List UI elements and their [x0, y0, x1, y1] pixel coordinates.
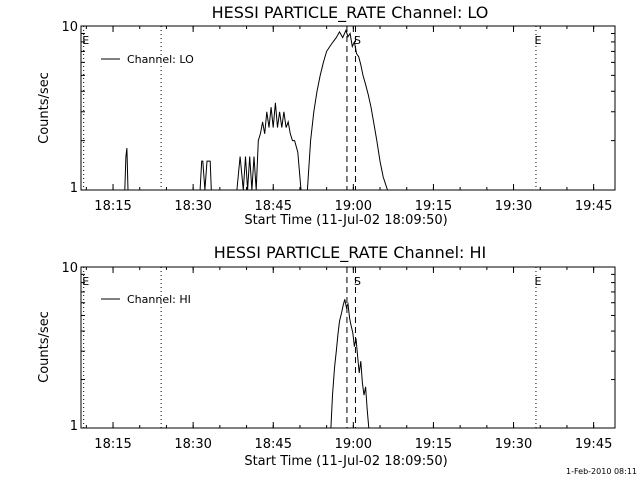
- x-tick-label: 19:45: [575, 199, 612, 214]
- x-tick-label: 19:00: [335, 199, 372, 214]
- x-tick-label: 18:15: [94, 437, 131, 452]
- legend-lo: Channel: LO: [101, 53, 194, 66]
- y-axis-label-lo: Counts/sec: [37, 72, 52, 144]
- y-axis-label-hi: Counts/sec: [37, 311, 52, 383]
- marker-label: S: [354, 275, 361, 288]
- marker-label: E: [534, 275, 541, 288]
- x-tick-label: 19:45: [575, 437, 612, 452]
- x-tick-label: 19:15: [415, 437, 452, 452]
- panel-lo: HESSI PARTICLE_RATE Channel: LO 10 1 Cou…: [37, 3, 616, 228]
- plot-frame-lo: [80, 25, 616, 191]
- marker-label: E: [534, 34, 541, 47]
- marker-label: E: [82, 34, 89, 47]
- x-tick-label: 18:30: [174, 199, 211, 214]
- x-tick-label: 18:45: [255, 437, 292, 452]
- marker-label: S: [354, 34, 361, 47]
- legend-label-hi: Channel: HI: [127, 293, 191, 306]
- x-tick-label: 18:30: [174, 437, 211, 452]
- y-tick-10-hi: 10: [61, 261, 78, 276]
- x-tick-label: 19:30: [495, 437, 532, 452]
- chart-title-lo: HESSI PARTICLE_RATE Channel: LO: [212, 3, 489, 23]
- legend-hi: Channel: HI: [101, 293, 191, 306]
- series-line: [330, 299, 370, 429]
- series-line: [124, 29, 392, 191]
- y-tick-1-lo: 1: [70, 181, 78, 196]
- y-tick-10-lo: 10: [61, 20, 78, 35]
- x-tick-label: 18:45: [255, 199, 292, 214]
- legend-label-lo: Channel: LO: [127, 53, 194, 66]
- x-tick-label: 18:15: [94, 199, 131, 214]
- panel-hi: HESSI PARTICLE_RATE Channel: HI 10 1 Cou…: [37, 243, 616, 469]
- x-axis-label-hi: Start Time (11-Jul-02 18:09:50): [244, 454, 447, 469]
- y-tick-1-hi: 1: [70, 419, 78, 434]
- x-tick-label: 19:30: [495, 199, 532, 214]
- x-tick-label: 19:15: [415, 199, 452, 214]
- marker-label: E: [82, 275, 89, 288]
- footer-timestamp: 1-Feb-2010 08:11: [566, 467, 637, 476]
- x-tick-label: 19:00: [335, 437, 372, 452]
- x-axis-label-lo: Start Time (11-Jul-02 18:09:50): [244, 213, 447, 228]
- chart-title-hi: HESSI PARTICLE_RATE Channel: HI: [214, 243, 487, 263]
